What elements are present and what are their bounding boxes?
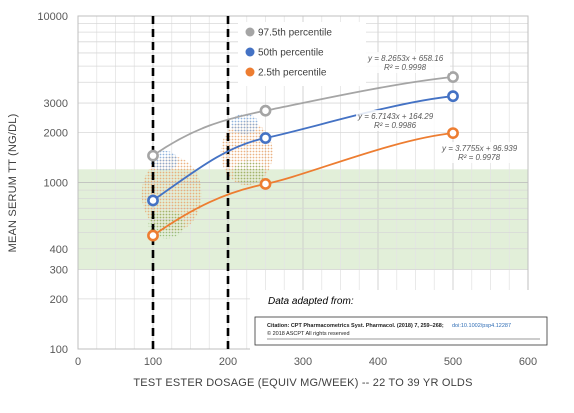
x-tick-label: 500: [444, 356, 462, 368]
trendline-r2-2-5th-percentile: R² = 0.9978: [458, 153, 501, 162]
x-tick-label: 300: [294, 356, 312, 368]
legend-background: [238, 22, 366, 86]
data-point-2-5th-percentile: [259, 178, 272, 190]
data-point-50th-percentile: [259, 132, 272, 144]
data-point-97-5th-percentile: [259, 104, 272, 117]
y-tick-label: 100: [50, 344, 68, 356]
citation-text: Citation: CPT Pharmacometrics Syst. Phar…: [267, 323, 444, 329]
equation-background: [356, 110, 440, 131]
y-tick-label: 400: [50, 244, 68, 256]
citation-copyright: © 2018 ASCPT All rights reserved: [267, 330, 350, 337]
y-tick-label: 1000: [44, 178, 68, 190]
y-tick-label: 300: [50, 265, 68, 277]
citation-doi[interactable]: doi:10.1002/psp4.12287: [452, 323, 511, 329]
x-tick-label: 100: [144, 356, 162, 368]
source-title: Data adapted from:: [268, 296, 354, 307]
source-box: Data adapted from: Citation: CPT Pharmac…: [250, 290, 550, 350]
data-point-2-5th-percentile: [447, 127, 459, 140]
y-tick-label: 3000: [44, 98, 68, 110]
trendline-equation-97-5th-percentile: y = 8.2653x + 658.16: [367, 54, 444, 63]
legend-marker-2-5th-percentile: [245, 67, 255, 77]
x-tick-label: 400: [369, 356, 387, 368]
distribution-cloud-200-upper: [230, 113, 259, 134]
x-axis-title: TEST ESTER DOSAGE (EQUIV MG/WEEK) -- 22 …: [133, 377, 472, 389]
equation-background: [440, 142, 524, 163]
legend-marker-50th-percentile: [245, 47, 255, 57]
trendline-equation-2-5th-percentile: y = 3.7755x + 96.939: [441, 144, 518, 153]
legend-label-50th-percentile: 50th percentile: [258, 48, 324, 59]
legend-marker-97-5th-percentile: [245, 27, 255, 37]
y-tick-label: 2000: [44, 127, 68, 139]
data-point-97-5th-percentile: [447, 71, 459, 83]
data-point-layer: [147, 71, 459, 242]
data-point-50th-percentile: [147, 194, 159, 207]
legend-label-97-5th-percentile: 97.5th percentile: [258, 28, 332, 39]
data-point-2-5th-percentile: [147, 229, 159, 242]
equation-background: [366, 52, 450, 73]
distribution-cloud-200-lower: [233, 160, 265, 185]
dosage-marker-lines-layer: [151, 16, 230, 349]
tick-label-layer: 0 100 200 300 400 500 600 100 200 300 400 1000 2000 3…: [37, 11, 537, 368]
y-axis-title: MEAN SERUM TT (NG/DL): [7, 114, 19, 253]
data-point-50th-percentile: [447, 90, 459, 103]
x-tick-label: 600: [519, 356, 537, 368]
trendline-equation-50th-percentile: y = 6.7143x + 164.29: [357, 112, 434, 121]
y-tick-label: 200: [50, 294, 68, 306]
trendline-r2-50th-percentile: R² = 0.9986: [374, 121, 417, 130]
x-tick-label: 0: [75, 356, 81, 368]
data-point-97-5th-percentile: [147, 149, 159, 162]
legend: 97.5th percentile 50th percentile 2.5th pe…: [238, 22, 366, 86]
x-tick-label: 200: [219, 356, 237, 368]
citation-box: [254, 316, 548, 346]
legend-label-2-5th-percentile: 2.5th percentile: [258, 68, 327, 79]
y-tick-label: 10000: [37, 11, 68, 23]
trendline-r2-97-5th-percentile: R² = 0.9998: [384, 63, 427, 72]
